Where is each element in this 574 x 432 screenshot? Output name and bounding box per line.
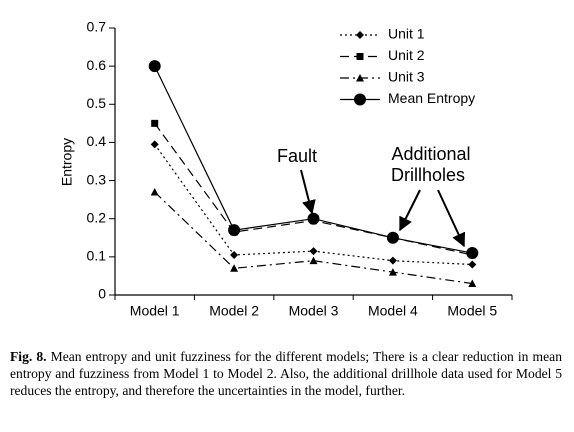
y-tick-label: 0.5: [87, 95, 107, 111]
legend-label: Mean Entropy: [388, 90, 475, 106]
marker: [356, 53, 364, 60]
annotation: Fault: [277, 146, 317, 166]
y-tick-label: 0.2: [87, 209, 107, 225]
chart: Entropy 0 0.1 0.2 0.3 0.4 0.5 0.6 0.7 Model 1 Mod…: [59, 19, 513, 319]
marker: [309, 256, 318, 265]
marker: [151, 119, 159, 127]
annotation: Additional: [391, 144, 470, 164]
marker: [230, 264, 239, 272]
marker: [148, 60, 161, 73]
marker: [468, 260, 477, 269]
x-tick-label: Model 5: [447, 303, 497, 319]
x-tick-label: Model 4: [368, 303, 418, 319]
legend-label: Unit 3: [388, 69, 425, 85]
caption-label: Fig. 8.: [10, 349, 47, 364]
marker: [150, 188, 159, 196]
series-line: [154, 191, 473, 285]
caption: Fig. 8. Mean entropy and unit fuzziness …: [10, 348, 562, 399]
annotation-arrow: [437, 189, 466, 248]
marker: [354, 93, 366, 106]
marker: [356, 31, 364, 39]
marker: [388, 256, 397, 265]
marker: [230, 250, 239, 259]
x-tick-label: Model 1: [130, 303, 180, 319]
marker: [386, 231, 399, 244]
annotation: Drillholes: [391, 165, 465, 185]
y-tick-label: 0.4: [87, 133, 107, 149]
caption-text: Mean entropy and unit fuzziness for the …: [10, 349, 562, 398]
annotation-arrow: [300, 169, 316, 215]
marker: [150, 140, 159, 149]
x-tick-label: Model 2: [209, 303, 259, 319]
legend-label: Unit 2: [388, 47, 425, 63]
marker: [228, 224, 241, 237]
y-tick-label: 0.7: [87, 19, 107, 35]
marker: [307, 212, 320, 225]
legend-label: Unit 1: [388, 26, 425, 42]
y-axis-label: Entropy: [59, 138, 75, 186]
y-tick-label: 0.6: [87, 57, 107, 73]
marker: [309, 247, 318, 256]
y-tick-label: 0: [98, 286, 106, 302]
y-tick-label: 0.3: [87, 171, 107, 187]
x-tick-label: Model 3: [289, 303, 339, 319]
marker: [356, 74, 364, 82]
y-tick-label: 0.1: [87, 248, 107, 264]
marker: [466, 247, 479, 260]
annotation-arrow: [399, 189, 421, 232]
marker: [388, 268, 397, 276]
marker: [468, 279, 477, 288]
